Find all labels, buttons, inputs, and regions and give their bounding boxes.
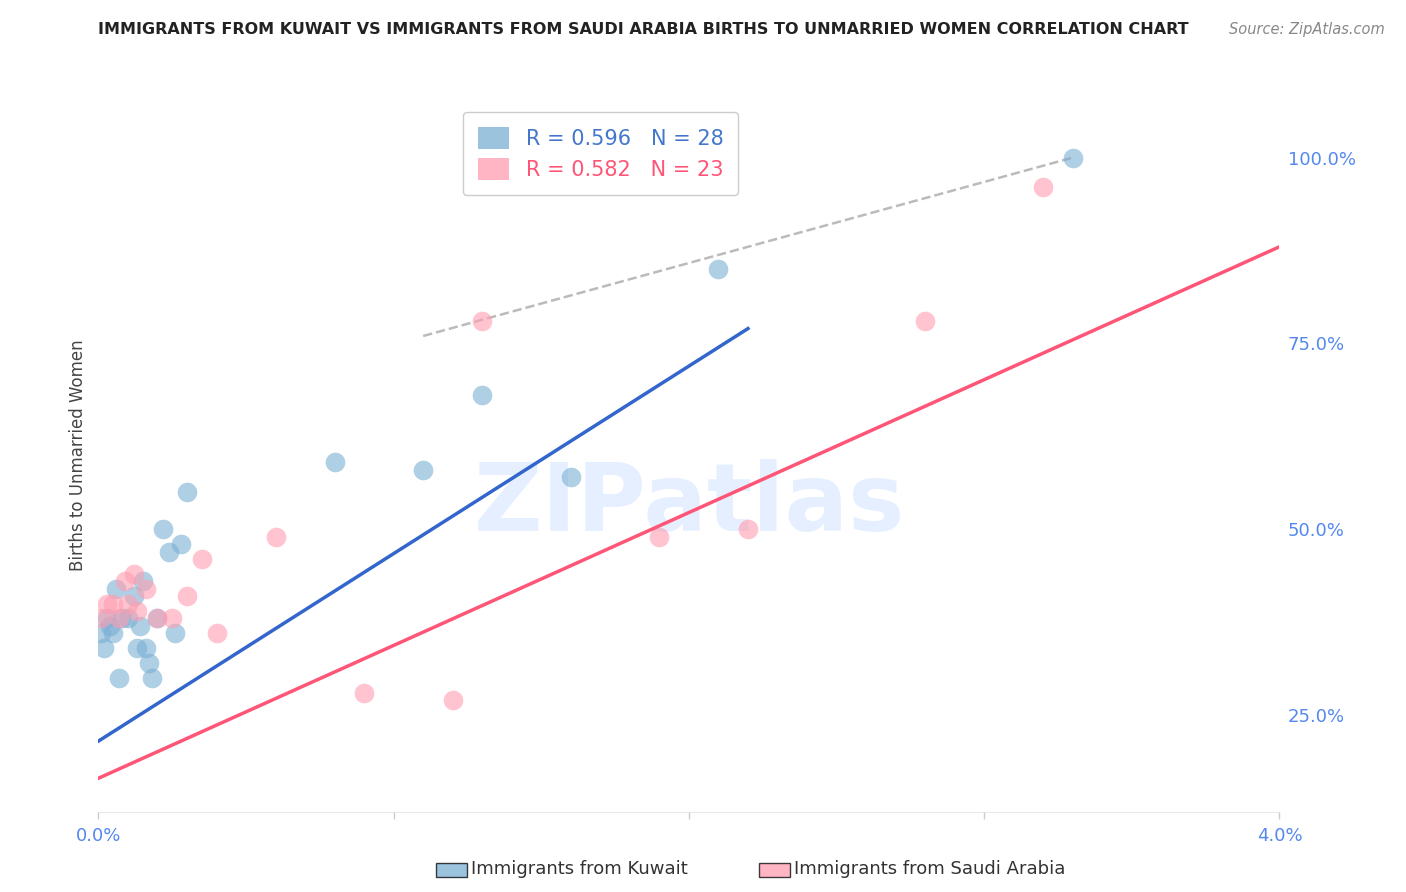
Point: [441, 693, 464, 707]
Y-axis label: Births to Unmarried Women: Births to Unmarried Women: [69, 339, 87, 571]
Point: [1062, 151, 1084, 165]
Point: [1032, 180, 1054, 194]
Point: [152, 522, 174, 536]
Point: [125, 641, 148, 656]
Legend: R = 0.596   N = 28, R = 0.582   N = 23: R = 0.596 N = 28, R = 0.582 N = 23: [463, 112, 738, 195]
Point: [471, 314, 494, 328]
Point: [135, 641, 157, 656]
Point: [98, 619, 121, 633]
Point: [412, 463, 434, 477]
Point: [128, 619, 150, 633]
Text: IMMIGRANTS FROM KUWAIT VS IMMIGRANTS FROM SAUDI ARABIA BIRTHS TO UNMARRIED WOMEN: IMMIGRANTS FROM KUWAIT VS IMMIGRANTS FRO…: [98, 22, 1189, 37]
Point: [111, 611, 134, 625]
Point: [165, 626, 187, 640]
Point: [108, 671, 131, 685]
Point: [103, 597, 125, 611]
Point: [125, 604, 148, 618]
Text: Immigrants from Saudi Arabia: Immigrants from Saudi Arabia: [794, 860, 1066, 878]
Point: [737, 522, 759, 536]
Point: [560, 470, 582, 484]
Point: [90, 626, 112, 640]
Point: [146, 611, 169, 625]
Point: [141, 671, 163, 685]
Point: [103, 626, 125, 640]
Point: [114, 574, 136, 589]
Point: [117, 611, 139, 625]
Point: [170, 537, 193, 551]
Point: [157, 544, 180, 558]
Point: [471, 388, 494, 402]
Text: Source: ZipAtlas.com: Source: ZipAtlas.com: [1229, 22, 1385, 37]
Point: [96, 597, 118, 611]
Point: [90, 611, 112, 625]
Point: [619, 820, 641, 834]
Text: ZIPatlas: ZIPatlas: [474, 458, 904, 551]
Point: [132, 574, 155, 589]
Point: [93, 641, 115, 656]
Point: [122, 566, 145, 581]
Point: [353, 686, 375, 700]
Point: [264, 530, 287, 544]
Point: [122, 589, 145, 603]
Point: [105, 582, 128, 596]
Point: [648, 530, 671, 544]
Point: [96, 611, 118, 625]
Point: [707, 262, 730, 277]
Point: [135, 582, 157, 596]
Point: [176, 485, 198, 500]
Point: [914, 314, 936, 328]
Point: [108, 611, 131, 625]
Point: [138, 656, 160, 670]
Point: [205, 626, 228, 640]
Point: [191, 552, 214, 566]
Point: [323, 455, 346, 469]
Point: [176, 589, 198, 603]
Point: [117, 597, 139, 611]
Point: [162, 611, 183, 625]
Point: [146, 611, 169, 625]
Text: Immigrants from Kuwait: Immigrants from Kuwait: [471, 860, 688, 878]
